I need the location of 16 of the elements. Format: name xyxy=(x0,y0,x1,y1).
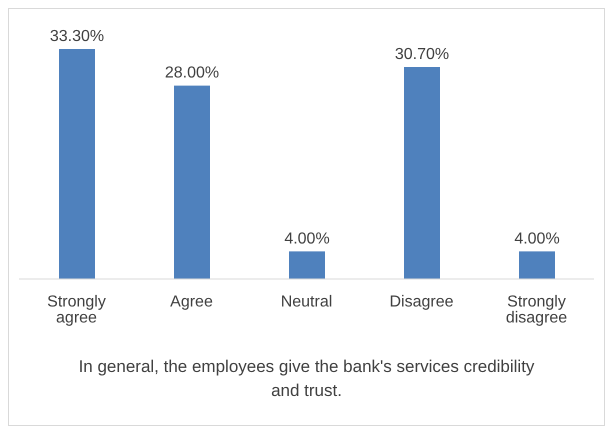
x-tick-label: Strongly agree xyxy=(47,293,106,326)
x-tick-label: Disagree xyxy=(389,293,454,310)
x-axis-title: In general, the employees give the bank's services credibility and trust. xyxy=(78,356,536,402)
bar xyxy=(174,86,210,279)
data-label: 30.70% xyxy=(394,46,450,63)
x-tick-label: Strongly disagree xyxy=(506,293,568,326)
bar xyxy=(59,49,95,279)
x-tick-label: Agree xyxy=(170,293,213,310)
bar xyxy=(289,251,325,279)
bar xyxy=(404,66,440,279)
bar xyxy=(519,251,555,279)
data-label: 4.00% xyxy=(284,230,330,248)
x-tick-label: Neutral xyxy=(280,293,332,310)
data-label: 4.00% xyxy=(514,230,560,248)
data-label: 28.00% xyxy=(164,64,220,82)
data-label: 33.30% xyxy=(50,28,104,45)
